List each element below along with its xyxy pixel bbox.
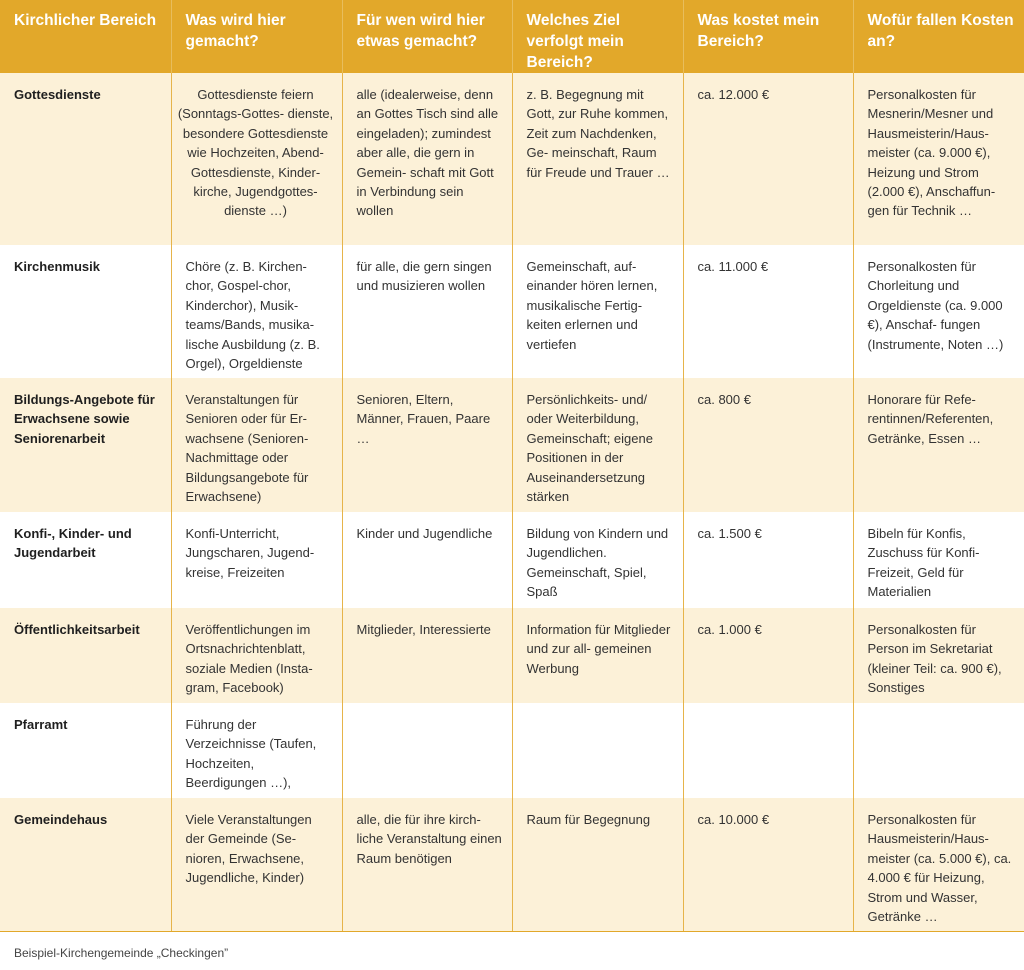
cell-wofuer: Personalkosten für Mesnerin/Mesner und H… [852, 73, 1024, 245]
table-row: Kirchenmusik Chöre (z. B. Kirchen- chor,… [0, 245, 1024, 378]
header-was: Was wird hier gemacht? [170, 0, 342, 73]
cell-was: Viele Veranstaltungen der Gemeinde (Se- … [170, 798, 342, 932]
cell-wofuer: Honorare für Refe- rentinnen/Referenten,… [852, 378, 1024, 512]
cell-wen [341, 703, 512, 798]
header-wofuer: Wofür fallen Kosten an? [852, 0, 1024, 73]
cell-kosten: ca. 800 € [682, 378, 853, 512]
header-wen: Für wen wird hier etwas gemacht? [341, 0, 512, 73]
cell-was: Chöre (z. B. Kirchen- chor, Gospel-chor,… [170, 245, 342, 378]
cell-ziel: Information für Mitglieder und zur all- … [511, 608, 683, 703]
cell-wen: Senioren, Eltern, Männer, Frauen, Paare … [341, 378, 512, 512]
cell-was: Gottesdienste feiern (Sonntags-Gottes- d… [170, 73, 342, 245]
table-row: Konfi-, Kinder- und Jugendarbeit Konfi-U… [0, 512, 1024, 608]
cell-bereich: Gottesdienste [0, 73, 171, 245]
cell-was: Veröffentlichungen im Ortsnachrichtenbla… [170, 608, 342, 703]
cell-bereich: Gemeindehaus [0, 798, 171, 932]
cell-kosten: ca. 1.500 € [682, 512, 853, 608]
cell-kosten: ca. 10.000 € [682, 798, 853, 932]
footer-caption: Beispiel-Kirchengemeinde „Checkingen” [14, 946, 229, 960]
budget-table: Kirchlicher Bereich Was wird hier gemach… [0, 0, 1024, 932]
cell-bereich: Kirchenmusik [0, 245, 171, 378]
cell-bereich: Konfi-, Kinder- und Jugendarbeit [0, 512, 171, 608]
cell-kosten: ca. 12.000 € [682, 73, 853, 245]
cell-wen: für alle, die gern singen und musizieren… [341, 245, 512, 378]
cell-wofuer: Personalkosten für Person im Sekretariat… [852, 608, 1024, 703]
cell-ziel [511, 703, 683, 798]
header-kosten: Was kostet mein Bereich? [682, 0, 853, 73]
cell-ziel: Raum für Begegnung [511, 798, 683, 932]
cell-bereich: Bildungs-Angebote für Erwachsene sowie S… [0, 378, 171, 512]
cell-was: Konfi-Unterricht, Jungscharen, Jugend- k… [170, 512, 342, 608]
cell-wofuer [852, 703, 1024, 798]
cell-wen: alle (idealerweise, denn an Gottes Tisch… [341, 73, 512, 245]
cell-kosten: ca. 11.000 € [682, 245, 853, 378]
cell-wen: Kinder und Jugendliche [341, 512, 512, 608]
cell-bereich: Öffentlichkeitsarbeit [0, 608, 171, 703]
table-row: Gemeindehaus Viele Veranstaltungen der G… [0, 798, 1024, 932]
table-row: Gottesdienste Gottesdienste feiern (Sonn… [0, 73, 1024, 245]
header-row: Kirchlicher Bereich Was wird hier gemach… [0, 0, 1024, 73]
header-ziel: Welches Ziel verfolgt mein Bereich? [511, 0, 683, 73]
cell-kosten [682, 703, 853, 798]
cell-wofuer: Bibeln für Konfis, Zuschuss für Konfi- F… [852, 512, 1024, 608]
cell-wen: alle, die für ihre kirch- liche Veransta… [341, 798, 512, 932]
cell-ziel: Persönlichkeits- und/ oder Weiterbildung… [511, 378, 683, 512]
table-row: Pfarramt Führung der Verzeichnisse (Tauf… [0, 703, 1024, 798]
cell-ziel: z. B. Begegnung mit Gott, zur Ruhe komme… [511, 73, 683, 245]
table-row: Öffentlichkeitsarbeit Veröffentlichungen… [0, 608, 1024, 703]
cell-was: Führung der Verzeichnisse (Taufen, Hochz… [170, 703, 342, 798]
cell-ziel: Gemeinschaft, auf- einander hören lernen… [511, 245, 683, 378]
cell-bereich: Pfarramt [0, 703, 171, 798]
cell-wofuer: Personalkosten für Hausmeisterin/Haus- m… [852, 798, 1024, 932]
cell-was: Veranstaltungen für Senioren oder für Er… [170, 378, 342, 512]
header-bereich: Kirchlicher Bereich [0, 0, 171, 73]
cell-wofuer: Personalkosten für Chorleitung und Orgel… [852, 245, 1024, 378]
table-row: Bildungs-Angebote für Erwachsene sowie S… [0, 378, 1024, 512]
cell-wen: Mitglieder, Interessierte [341, 608, 512, 703]
cell-kosten: ca. 1.000 € [682, 608, 853, 703]
cell-ziel: Bildung von Kindern und Jugendlichen. Ge… [511, 512, 683, 608]
